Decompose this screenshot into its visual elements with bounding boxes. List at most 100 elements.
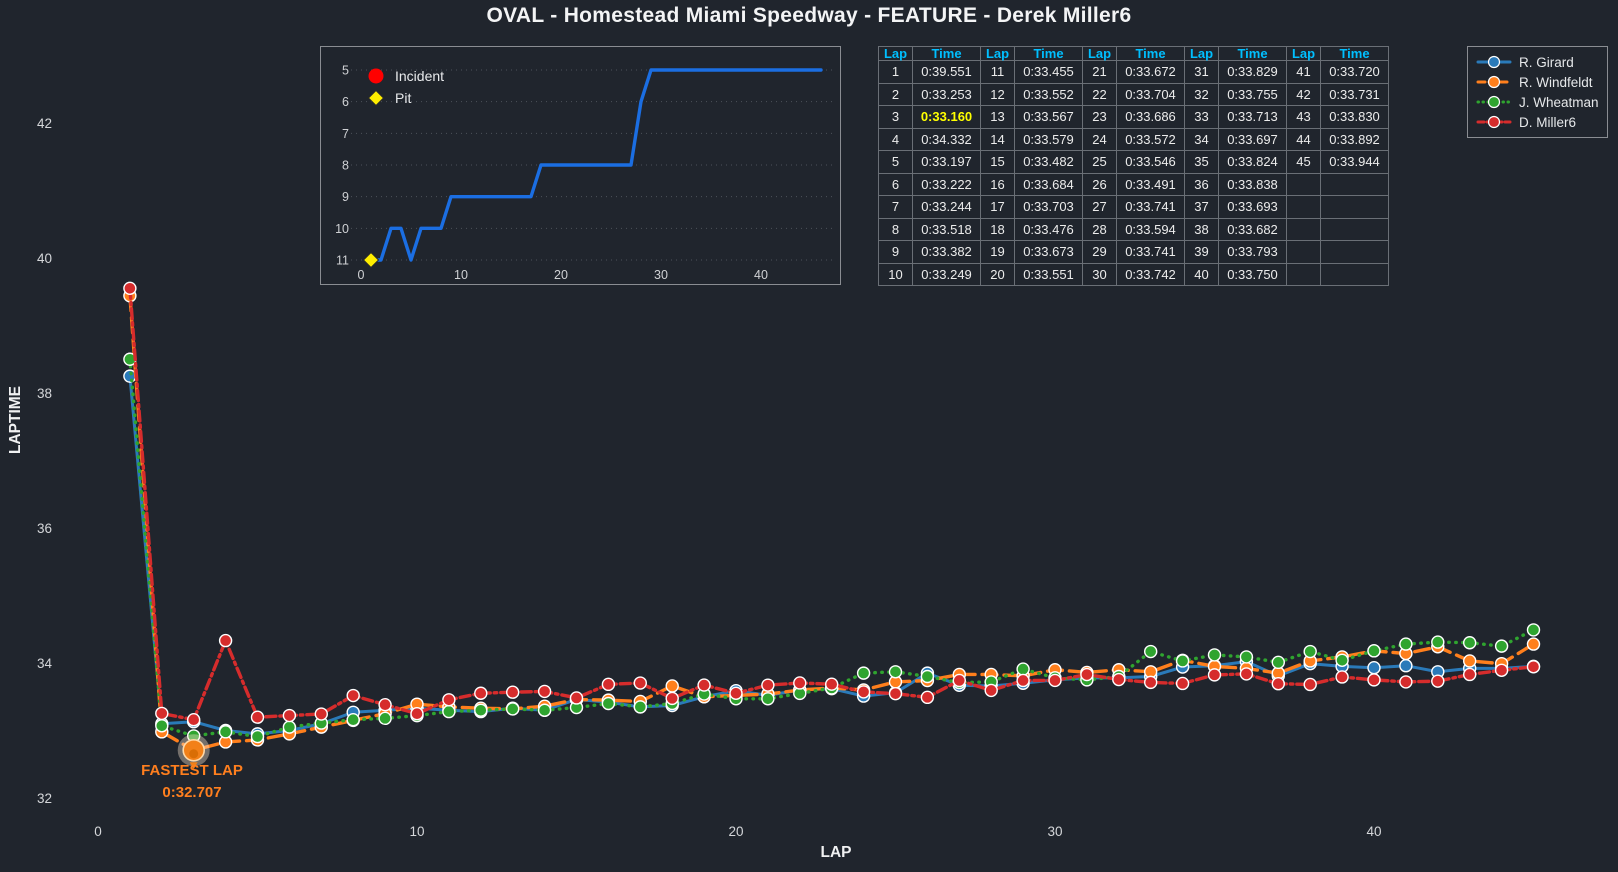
time-cell: 0:33.755 [1218, 82, 1287, 106]
lap-table-header: Lap Time Lap Time Lap Time Lap Time Lap Time [878, 46, 1389, 61]
lap-cell: 13 [980, 105, 1015, 129]
time-cell: 0:33.838 [1218, 172, 1287, 196]
data-point [633, 676, 647, 690]
fastest-lap-marker [177, 734, 210, 770]
lap-cell: 33 [1184, 105, 1219, 129]
legend-line-sample-r-windfeldt [1476, 75, 1512, 89]
lap-cell: 14 [980, 127, 1015, 151]
incident-icon [368, 68, 384, 84]
lap-cell: 16 [980, 172, 1015, 196]
inset-y-tick-label: 8 [342, 159, 349, 173]
time-cell: 0:33.741 [1116, 195, 1185, 219]
data-point [793, 676, 807, 690]
table-header-time: Time [1218, 46, 1287, 61]
lap-cell: 6 [878, 172, 913, 196]
lap-cell: 3 [878, 105, 913, 129]
table-row: 4 0:34.332 14 0:33.579 24 0:33.572 34 0:33.697 4… [878, 127, 1389, 151]
data-point [442, 693, 456, 707]
lap-cell: 19 [980, 240, 1015, 264]
legend-entry-r-girard: R. Girard [1476, 52, 1607, 72]
data-point [1399, 659, 1413, 673]
time-cell: 0:33.793 [1218, 240, 1287, 264]
lap-cell: 35 [1184, 150, 1219, 174]
time-cell: 0:33.741 [1116, 240, 1185, 264]
series-d-miller6 [123, 281, 1541, 727]
data-point [1016, 673, 1030, 688]
driver-legend: R. Girard R. Windfeldt J. Wheatman D. Mille… [1467, 46, 1608, 138]
pit-legend-label: Pit [395, 90, 411, 106]
data-point [1462, 667, 1477, 682]
legend-entry-d-miller6: D. Miller6 [1476, 112, 1607, 132]
time-cell: 0:33.703 [1014, 195, 1083, 219]
legend-label: D. Miller6 [1519, 114, 1577, 130]
time-cell: 0:34.332 [912, 127, 981, 151]
lap-cell: 40 [1184, 262, 1219, 286]
fastest-lap-inner-dot [189, 749, 199, 759]
lap-cell [1286, 195, 1321, 219]
incident-legend-label: Incident [395, 68, 444, 84]
data-point [346, 713, 360, 727]
legend-marker [1487, 115, 1501, 129]
lap-cell [1286, 240, 1321, 264]
time-cell: 0:33.455 [1014, 60, 1083, 84]
data-point [155, 719, 169, 733]
y-tick-label: 36 [37, 521, 52, 536]
page-title: OVAL - Homestead Miami Speedway - FEATUR… [486, 4, 1132, 27]
time-cell: 0:39.551 [912, 60, 981, 84]
data-point [761, 678, 775, 692]
data-point [984, 683, 998, 698]
time-cell: 0:33.244 [912, 195, 981, 219]
y-axis-ticks: 32 34 36 38 40 42 [37, 116, 53, 806]
data-point [1080, 667, 1094, 682]
data-point [1175, 654, 1190, 668]
table-row: 10 0:33.249 20 0:33.551 30 0:33.742 40 0:33.750 [878, 262, 1389, 286]
data-point [1431, 635, 1445, 649]
lap-cell: 21 [1082, 60, 1117, 84]
data-point [155, 706, 169, 721]
position-polyline [369, 68, 823, 262]
data-point [825, 677, 839, 691]
table-header-lap: Lap [1082, 46, 1117, 61]
lap-cell: 38 [1184, 217, 1219, 241]
pit-marker [362, 251, 380, 269]
pit-marker-group [362, 251, 380, 269]
inset-tick-labels: 5 6 7 8 9 10 11 0 10 20 30 40 [335, 64, 768, 283]
lap-cell: 36 [1184, 172, 1219, 196]
inset-x-tick-label: 40 [754, 268, 768, 282]
data-point [665, 691, 679, 706]
time-cell: 0:33.253 [912, 82, 981, 106]
lap-cell: 43 [1286, 105, 1321, 129]
time-cell: 0:33.518 [912, 217, 981, 241]
data-point [1048, 673, 1062, 688]
data-point [1526, 660, 1541, 674]
data-point [1175, 676, 1190, 691]
time-cell: 0:33.829 [1218, 60, 1287, 84]
fastest-lap-value: 0:32.707 [162, 784, 221, 801]
data-point [537, 703, 552, 717]
table-header-row: Lap Time Lap Time Lap Time Lap Time Lap Time [878, 46, 1389, 61]
time-cell: 0:33.682 [1218, 217, 1287, 241]
time-cell: 0:33.673 [1014, 240, 1083, 264]
lap-cell: 28 [1082, 217, 1117, 241]
data-point [1239, 650, 1254, 664]
data-point [1303, 677, 1317, 692]
data-point [1207, 648, 1222, 662]
lap-cell: 32 [1184, 82, 1219, 106]
table-header-time: Time [1320, 46, 1389, 61]
time-cell: 0:33.892 [1320, 127, 1389, 151]
y-tick-label: 40 [37, 251, 52, 266]
data-point [218, 633, 233, 648]
table-row: 8 0:33.518 18 0:33.476 28 0:33.594 38 0:33.682 [878, 217, 1389, 241]
data-point [1303, 644, 1317, 659]
data-point [856, 685, 871, 699]
lap-cell: 41 [1286, 60, 1321, 84]
time-cell: 0:33.731 [1320, 82, 1389, 106]
x-tick-label: 10 [409, 824, 424, 839]
lap-cell: 4 [878, 127, 913, 151]
y-axis-title: LAPTIME [7, 386, 24, 454]
data-point [1335, 670, 1349, 684]
data-point [1112, 672, 1126, 687]
legend-marker [1487, 55, 1501, 69]
data-point [569, 691, 584, 705]
lap-cell: 22 [1082, 82, 1117, 106]
